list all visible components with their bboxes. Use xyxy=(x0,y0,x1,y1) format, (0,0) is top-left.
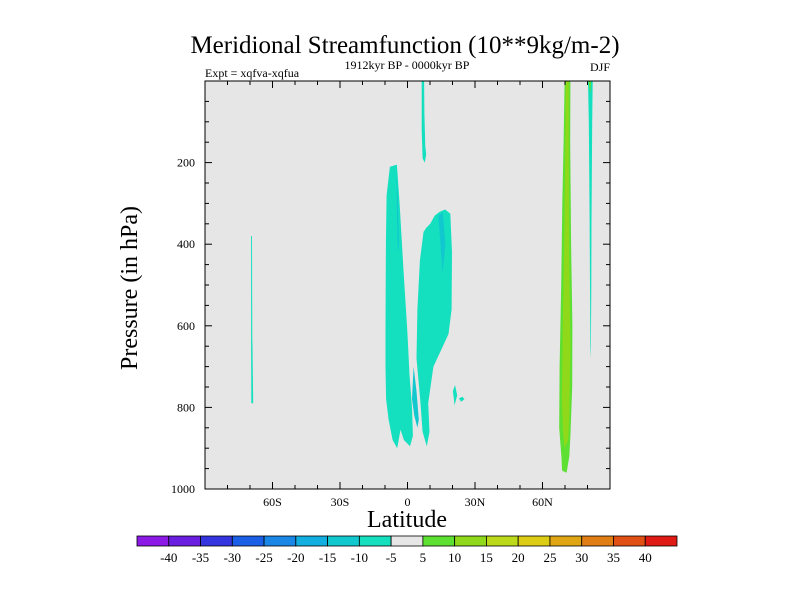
region-tropical-core-west xyxy=(396,168,399,253)
colorbar-label: 25 xyxy=(543,550,556,565)
x-tick-label: 60N xyxy=(532,495,553,509)
y-tick-label: 800 xyxy=(177,400,195,414)
colorbar-label: -5 xyxy=(386,550,397,565)
colorbar-swatch xyxy=(422,535,456,547)
colorbar-swatch xyxy=(454,535,487,547)
colorbar-label: 20 xyxy=(512,550,525,565)
colorbar-label: -10 xyxy=(351,550,368,565)
colorbar-label: 10 xyxy=(448,550,461,565)
y-tick-label: 600 xyxy=(177,319,195,333)
region-sh-high-lat-strip xyxy=(251,236,254,404)
colorbar-label: 40 xyxy=(639,550,652,565)
y-tick-label: 200 xyxy=(177,156,195,170)
colorbar-label: -35 xyxy=(192,550,209,565)
colorbar-swatch xyxy=(644,535,678,547)
x-tick-label: 30S xyxy=(331,495,350,509)
colorbar-label: 5 xyxy=(420,550,427,565)
colorbar-label: 35 xyxy=(607,550,620,565)
chart-title: Meridional Streamfunction (10**9kg/m-2) xyxy=(190,32,619,59)
colorbar-swatch xyxy=(168,535,201,547)
y-tick-labels: 200 400 600 800 1000 xyxy=(171,156,195,496)
colorbar-swatch xyxy=(581,535,614,547)
colorbar-label: -20 xyxy=(287,550,304,565)
colorbar-swatch xyxy=(613,535,646,547)
colorbar-label: 15 xyxy=(480,550,493,565)
colorbar-swatch xyxy=(231,535,265,547)
colorbar-swatch xyxy=(390,535,424,547)
colorbar-swatch xyxy=(263,535,297,547)
colorbar-swatch xyxy=(358,535,392,547)
axis-ticks xyxy=(205,81,610,489)
region-tropical-core-east xyxy=(438,212,446,273)
colorbar xyxy=(136,535,678,547)
y-tick-label: 1000 xyxy=(171,482,195,496)
region-tropical-core-low xyxy=(412,366,419,428)
colorbar-label: 30 xyxy=(575,550,588,565)
region-nh-column-top xyxy=(588,81,592,94)
colorbar-label: -25 xyxy=(255,550,272,565)
x-tick-labels: 60S 30S 0 30N 60N xyxy=(263,495,553,509)
region-tropical-cell-east xyxy=(416,209,452,447)
x-tick-label: 60S xyxy=(263,495,282,509)
region-nh-plume-core xyxy=(561,81,571,449)
subtitle-right: DJF xyxy=(590,60,610,74)
y-axis-title: Pressure (in hPa) xyxy=(117,206,143,370)
colorbar-swatch xyxy=(549,535,583,547)
colorbar-labels: -40 -35 -30 -25 -20 -15 -10 -5 5 10 15 20 25 30 35 40 xyxy=(160,550,652,565)
colorbar-label: -15 xyxy=(319,550,336,565)
subtitle-left: Expt = xqfva-xqfua xyxy=(205,66,300,80)
region-tropical-plume-upper xyxy=(421,81,427,163)
colorbar-swatch xyxy=(200,535,233,547)
subtitle-center: 1912kyr BP - 0000kyr BP xyxy=(345,58,470,72)
colorbar-label: -30 xyxy=(224,550,241,565)
colorbar-label: -40 xyxy=(160,550,177,565)
region-blob-20n xyxy=(452,385,458,406)
y-tick-label: 400 xyxy=(177,237,195,251)
region-nh-thin-column xyxy=(588,81,593,359)
plot-frame xyxy=(204,80,611,490)
colorbar-swatch xyxy=(136,535,170,547)
x-axis-title: Latitude xyxy=(367,507,447,533)
colorbar-swatch xyxy=(295,535,328,547)
region-tropical-cell-west xyxy=(385,164,413,449)
colorbar-swatch xyxy=(327,535,360,547)
colorbar-swatch xyxy=(486,535,519,547)
region-blob-25n xyxy=(459,396,465,402)
x-tick-label: 30N xyxy=(465,495,486,509)
colorbar-swatch xyxy=(517,535,551,547)
contour-regions xyxy=(251,81,593,473)
x-tick-label: 0 xyxy=(405,495,411,509)
